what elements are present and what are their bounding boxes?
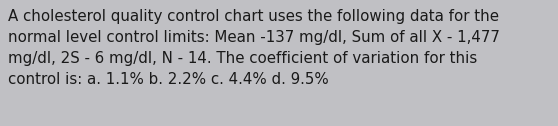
Text: A cholesterol quality control chart uses the following data for the
normal level: A cholesterol quality control chart uses… xyxy=(8,9,500,87)
